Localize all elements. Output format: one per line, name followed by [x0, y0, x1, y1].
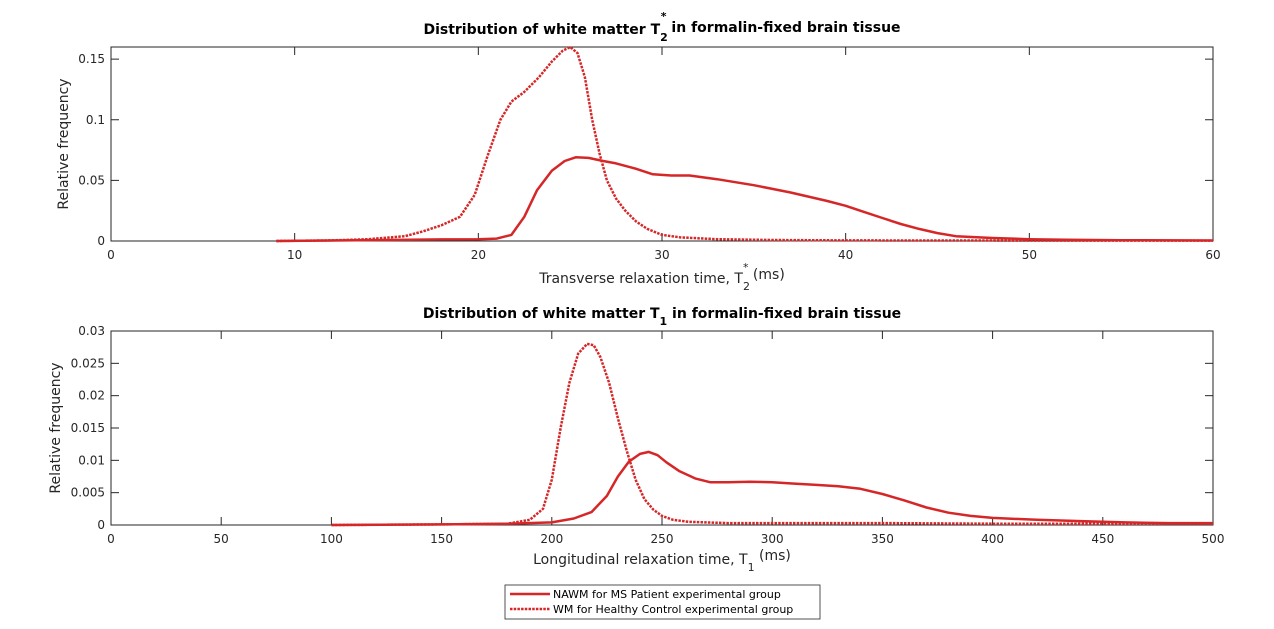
y-tick-label: 0 [97, 518, 105, 532]
legend-label-nawm: NAWM for MS Patient experimental group [553, 588, 781, 601]
y-tick-label: 0.025 [71, 356, 105, 370]
x-tick-label: 200 [540, 532, 563, 546]
t2-y-ticks: 0 0.05 0.1 0.15 [78, 52, 1213, 248]
t1-x-axis-label: Longitudinal relaxation time, T1 (ms) [533, 548, 791, 574]
x-tick-label: 350 [871, 532, 894, 546]
x-tick-label: 300 [761, 532, 784, 546]
y-tick-label: 0.01 [78, 453, 105, 467]
series-line-ms-patient-nawm [331, 450, 1213, 527]
x-tick-label: 40 [838, 248, 853, 262]
t1-series [331, 342, 1213, 527]
x-tick-label: 50 [1022, 248, 1037, 262]
x-tick-label: 150 [430, 532, 453, 546]
legend-box [504, 584, 821, 620]
t1-axes-box [110, 330, 1214, 526]
x-tick-label: 500 [1202, 532, 1225, 546]
series-line-healthy-control-wm [276, 45, 1213, 243]
series-line-healthy-control-wm [331, 342, 1213, 527]
t1-x-ticks: 0 50 100 150 200 250 300 350 400 450 500 [107, 331, 1224, 546]
y-tick-label: 0.1 [86, 113, 105, 127]
x-tick-label: 50 [214, 532, 229, 546]
y-tick-label: 0.03 [78, 324, 105, 338]
x-tick-label: 10 [287, 248, 302, 262]
legend: NAWM for MS Patient experimental group W… [504, 584, 821, 620]
series-line-ms-patient-nawm [276, 156, 1214, 243]
t2-x-axis-label: Transverse relaxation time, T2* (ms) [538, 261, 785, 293]
t1-y-axis-label: Relative frequency [48, 362, 64, 493]
t2-y-axis-label: Relative frequency [56, 78, 72, 209]
x-tick-label: 100 [320, 532, 343, 546]
y-tick-label: 0 [97, 234, 105, 248]
y-tick-label: 0.005 [71, 486, 105, 500]
t2-series [276, 45, 1214, 243]
t2-chart-title: Distribution of white matter T2* in form… [423, 10, 900, 44]
x-tick-label: 0 [107, 532, 115, 546]
t2-axes-box [110, 46, 1214, 242]
legend-label-wm: WM for Healthy Control experimental grou… [553, 603, 793, 616]
y-tick-label: 0.02 [78, 389, 105, 403]
x-tick-label: 0 [107, 248, 115, 262]
t1-panel: Distribution of white matter T1 in forma… [48, 306, 1224, 574]
t2-panel: Distribution of white matter T2* in form… [56, 10, 1221, 293]
x-tick-label: 30 [654, 248, 669, 262]
t2-x-ticks: 0 10 20 30 40 50 60 [107, 47, 1221, 262]
y-tick-label: 0.05 [78, 173, 105, 187]
x-tick-label: 400 [981, 532, 1004, 546]
y-tick-label: 0.015 [71, 421, 105, 435]
x-tick-label: 250 [651, 532, 674, 546]
x-tick-label: 60 [1205, 248, 1220, 262]
y-tick-label: 0.15 [78, 52, 105, 66]
t1-chart-title: Distribution of white matter T1 in forma… [423, 306, 901, 328]
t1-y-ticks: 0 0.005 0.01 0.015 0.02 0.025 0.03 [71, 324, 1213, 532]
x-tick-label: 450 [1091, 532, 1114, 546]
x-tick-label: 20 [471, 248, 486, 262]
